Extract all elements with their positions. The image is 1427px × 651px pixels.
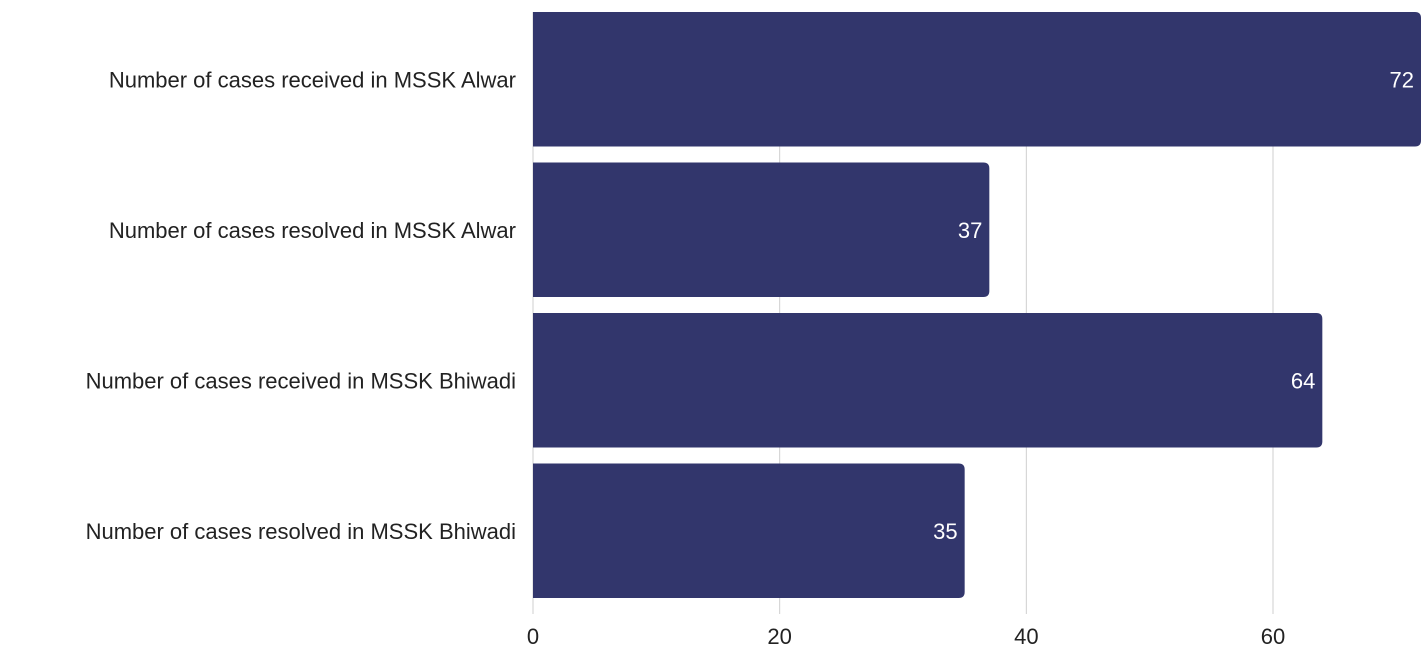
data-label: 72 (1390, 67, 1414, 92)
x-tick-label: 40 (1014, 624, 1038, 646)
bars (533, 12, 1421, 598)
data-label: 37 (958, 218, 982, 243)
bar (533, 12, 1421, 147)
category-label: Number of cases received in MSSK Alwar (109, 67, 516, 92)
data-label: 64 (1291, 368, 1315, 393)
data-labels: 72 37 64 35 (933, 67, 1414, 544)
x-tick-label: 0 (527, 624, 539, 646)
x-tick-label: 20 (767, 624, 791, 646)
bar (533, 313, 1323, 448)
data-label: 35 (933, 519, 957, 544)
category-label: Number of cases resolved in MSSK Alwar (109, 218, 516, 243)
category-label: Number of cases resolved in MSSK Bhiwadi (86, 519, 516, 544)
category-label: Number of cases received in MSSK Bhiwadi (86, 368, 516, 393)
bar (533, 463, 965, 598)
x-axis-ticks: 0 20 40 60 (527, 624, 1285, 649)
category-labels: Number of cases received in MSSK Alwar Nu… (86, 67, 516, 544)
bar (533, 162, 990, 297)
x-tick-label: 60 (1261, 624, 1285, 646)
